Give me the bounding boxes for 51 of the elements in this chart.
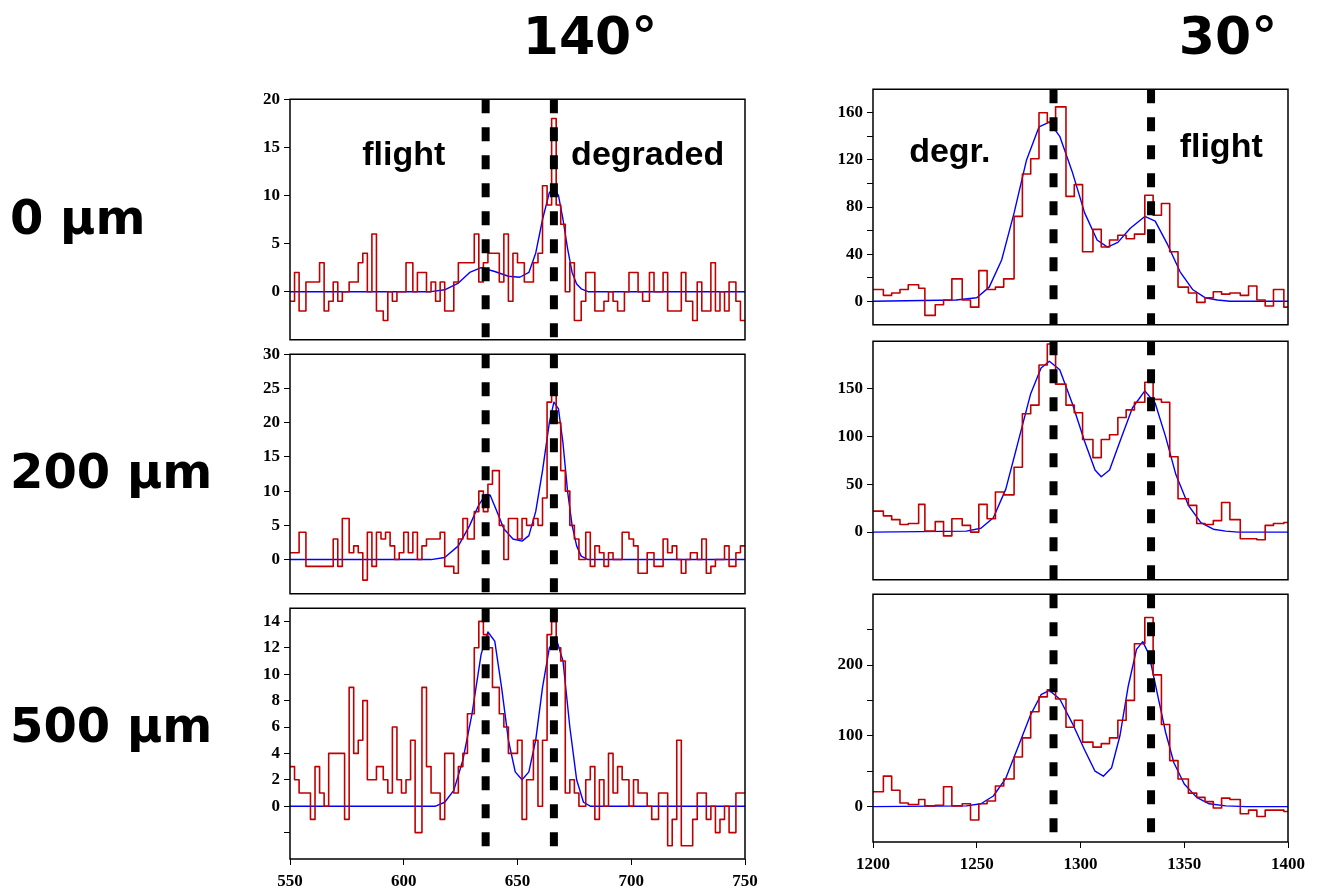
y-tick-label: 0 <box>271 548 280 568</box>
y-tick-label: 30 <box>263 343 280 363</box>
y-tick-label: 120 <box>837 149 863 169</box>
y-tick-label: 200 <box>837 654 863 674</box>
annotation: degraded <box>571 134 725 173</box>
annotation: degr. <box>909 131 991 170</box>
y-tick-label: 8 <box>271 689 280 709</box>
y-tick-label: 50 <box>846 473 863 493</box>
y-tick-label: 10 <box>263 663 280 683</box>
y-tick-label: 12 <box>263 637 280 657</box>
y-tick-label: 10 <box>263 184 280 204</box>
y-tick-label: 80 <box>846 196 863 216</box>
x-tick-label: 1350 <box>1167 853 1202 873</box>
x-tick-label: 1400 <box>1271 853 1305 873</box>
y-tick-label: 0 <box>271 281 280 301</box>
y-axis-title: 200 µm <box>10 442 213 501</box>
y-tick-label: 150 <box>837 378 863 398</box>
y-tick-label: 5 <box>271 514 280 534</box>
x-tick-label: 1250 <box>959 853 994 873</box>
x-tick-label: 1300 <box>1063 853 1098 873</box>
y-tick-label: 2 <box>271 769 280 789</box>
y-axis-title: 500 µm <box>10 695 213 755</box>
x-tick-label: 550 <box>277 870 303 890</box>
y-tick-label: 5 <box>271 232 280 252</box>
y-tick-label: 15 <box>263 446 280 466</box>
y-tick-label: 0 <box>854 795 863 815</box>
y-tick-label: 14 <box>263 610 281 630</box>
y-tick-label: 0 <box>854 290 863 310</box>
y-tick-label: 100 <box>837 426 863 446</box>
x-tick-label: 1200 <box>856 853 890 873</box>
y-tick-label: 20 <box>263 412 280 432</box>
y-tick-label: 6 <box>271 716 280 736</box>
x-tick-label: 700 <box>618 870 644 890</box>
x-tick-label: 600 <box>391 870 417 890</box>
y-tick-label: 20 <box>263 88 280 108</box>
y-tick-label: 4 <box>271 742 281 762</box>
y-tick-label: 10 <box>263 480 280 500</box>
y-tick-label: 40 <box>846 243 863 263</box>
y-tick-label: 100 <box>837 725 863 745</box>
annotation: flight <box>1179 126 1263 165</box>
y-tick-label: 0 <box>854 521 863 541</box>
y-tick-label: 25 <box>263 377 280 397</box>
x-tick-label: 650 <box>504 870 531 890</box>
y-axis-title: 0 µm <box>10 187 146 247</box>
y-tick-label: 0 <box>271 795 280 815</box>
annotation: flight <box>362 134 446 173</box>
y-tick-label: 160 <box>837 102 863 122</box>
chart-title: 140° <box>522 6 658 66</box>
chart-title: 30° <box>1178 6 1278 66</box>
y-tick-label: 15 <box>263 136 280 156</box>
x-tick-label: 750 <box>732 870 758 890</box>
